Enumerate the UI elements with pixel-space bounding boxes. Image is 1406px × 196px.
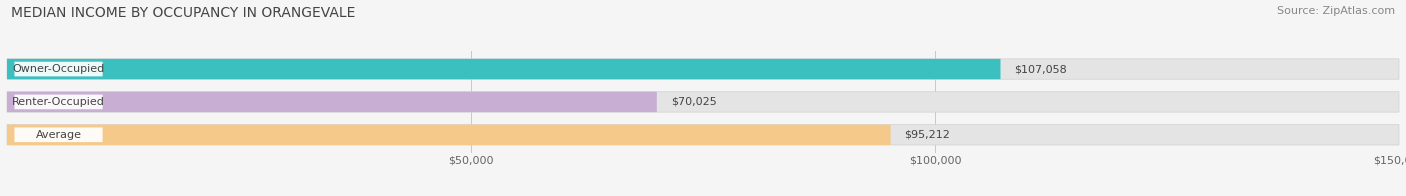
Text: Source: ZipAtlas.com: Source: ZipAtlas.com (1277, 6, 1395, 16)
Text: $70,025: $70,025 (671, 97, 717, 107)
FancyBboxPatch shape (14, 62, 103, 76)
Text: Owner-Occupied: Owner-Occupied (13, 64, 104, 74)
Text: MEDIAN INCOME BY OCCUPANCY IN ORANGEVALE: MEDIAN INCOME BY OCCUPANCY IN ORANGEVALE (11, 6, 356, 20)
FancyBboxPatch shape (14, 95, 103, 109)
FancyBboxPatch shape (7, 59, 1399, 79)
Text: Renter-Occupied: Renter-Occupied (13, 97, 105, 107)
FancyBboxPatch shape (14, 127, 103, 142)
FancyBboxPatch shape (7, 59, 1001, 79)
Text: $107,058: $107,058 (1014, 64, 1067, 74)
FancyBboxPatch shape (7, 92, 657, 112)
FancyBboxPatch shape (7, 125, 1399, 145)
FancyBboxPatch shape (7, 125, 890, 145)
FancyBboxPatch shape (7, 92, 1399, 112)
Text: Average: Average (35, 130, 82, 140)
Text: $95,212: $95,212 (904, 130, 950, 140)
